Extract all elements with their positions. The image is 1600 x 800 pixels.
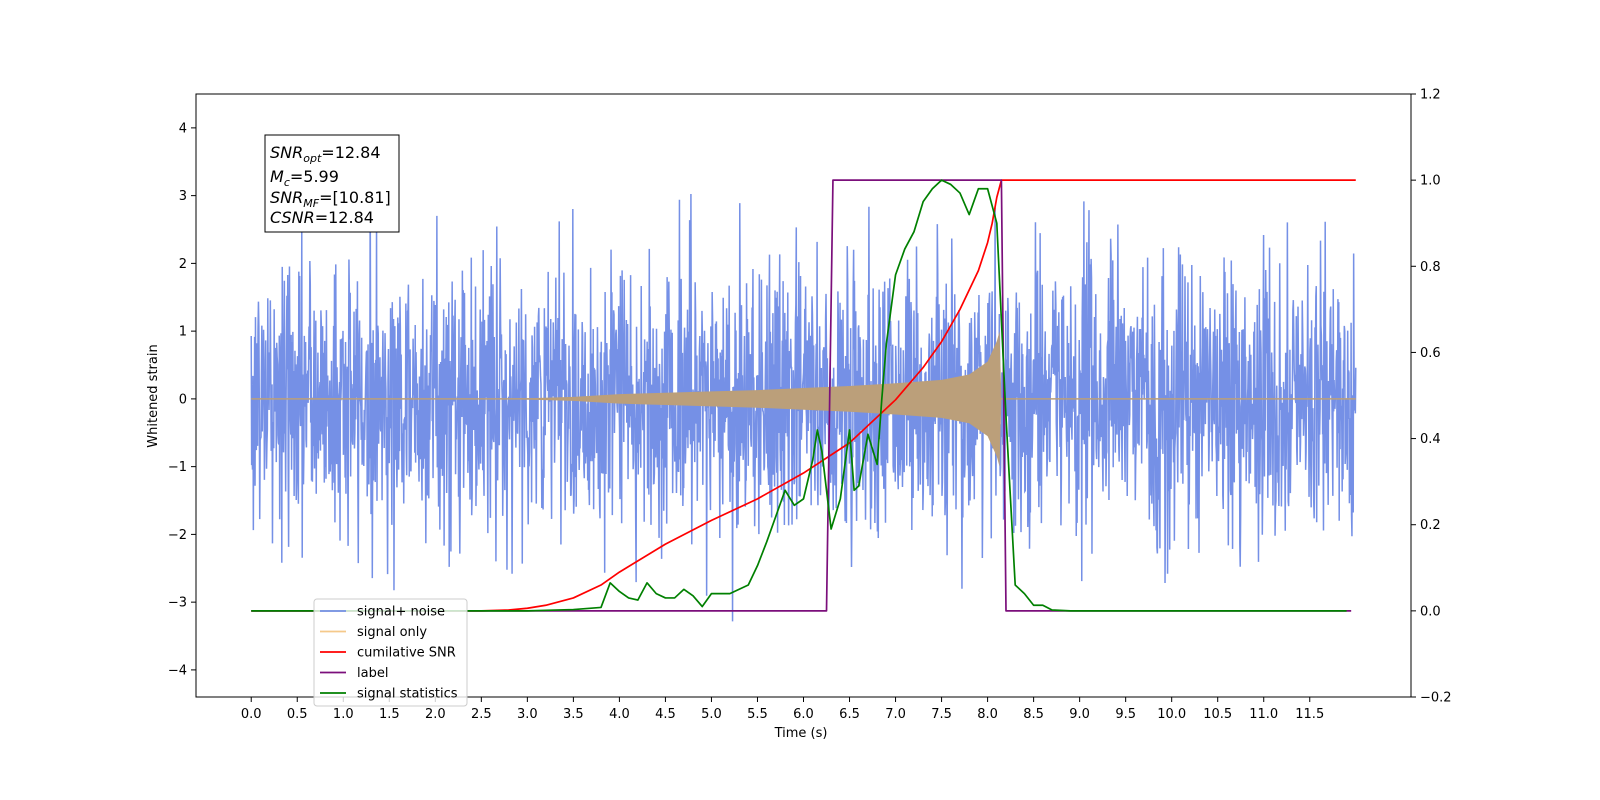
x-tick-label: 10.0 [1157,707,1186,722]
x-tick-label: 2.5 [471,707,492,722]
legend-label: signal statistics [357,687,458,702]
x-tick-label: 10.5 [1203,707,1232,722]
x-tick-label: 2.0 [425,707,446,722]
y-tick-label: 1 [179,325,187,340]
legend-label: label [357,666,388,681]
signal-noise-series [250,180,1357,622]
x-tick-label: 5.5 [747,707,768,722]
y2-tick-label: 1.2 [1420,88,1441,103]
annotation-csnr: CSNR=12.84 [270,208,374,227]
signal-noise-line [250,180,1357,622]
x-tick-label: 7.5 [931,707,952,722]
y2-tick-label: 0.8 [1420,260,1441,275]
y-axis-left: 4 3 2 1 0 −1 −2 −3 −4 [168,121,196,678]
y-tick-label: 4 [179,121,187,136]
x-tick-label: 1.0 [333,707,354,722]
x-tick-label: 6.5 [839,707,860,722]
x-tick-label: 11.5 [1295,707,1324,722]
cumulative-snr-line [251,179,1356,612]
x-tick-label: 11.0 [1249,707,1278,722]
y-tick-label: 0 [179,392,187,407]
x-tick-label: 0.0 [241,707,262,722]
legend-frame [313,598,468,707]
y2-tick-label: 0.0 [1420,604,1441,619]
annotation-box: SNRopt=12.84 Mc=5.99 SNRMF=[10.81] CSNR=… [264,134,400,233]
y2-tick-label: 1.0 [1420,174,1441,189]
line-series-group [251,179,1356,612]
x-tick-label: 4.0 [609,707,630,722]
annotation-mc: Mc=5.99 [270,167,339,189]
y-tick-label: 3 [179,189,187,204]
x-tick-label: 7.0 [885,707,906,722]
x-tick-label: 9.0 [1069,707,1090,722]
signal-only-series [251,331,1356,467]
annotation-snr-opt: SNRopt=12.84 [270,143,381,165]
x-tick-label: 3.5 [563,707,584,722]
y-tick-label: −4 [168,663,187,678]
legend-label: signal+ noise [357,605,445,620]
legend-label: signal only [357,625,427,640]
signal-statistics-line [251,179,1347,612]
y2-tick-label: −0.2 [1420,691,1452,706]
y-tick-label: −1 [168,460,187,475]
x-tick-label: 9.5 [1115,707,1136,722]
y-tick-label: −3 [168,596,187,611]
x-tick-label: 8.0 [977,707,998,722]
y-axis-right: 1.2 1.0 0.8 0.6 0.4 0.2 0.0 −0.2 [1411,88,1452,706]
y-axis-label: Whitened strain [146,344,161,447]
annotation-frame [264,134,400,233]
x-axis-label: Time (s) [774,726,828,741]
y-tick-label: 2 [179,257,187,272]
x-tick-label: 6.0 [793,707,814,722]
legend: signal+ noise signal only cumilative SNR la… [313,598,468,707]
x-tick-label: 4.5 [655,707,676,722]
annotation-snr-mf: SNRMF=[10.81] [270,188,391,210]
x-tick-label: 1.5 [379,707,400,722]
x-tick-label: 0.5 [287,707,308,722]
x-tick-label: 5.0 [701,707,722,722]
y-tick-label: −2 [168,528,187,543]
y2-tick-label: 0.2 [1420,518,1441,533]
x-axis: 0.0 0.5 1.0 1.5 2.0 2.5 3.0 3.5 4.0 4.5 5.0 5.5 6.0 6… [241,697,1324,722]
y2-tick-label: 0.4 [1420,432,1441,447]
x-tick-label: 8.5 [1023,707,1044,722]
y2-tick-label: 0.6 [1420,346,1441,361]
x-tick-label: 3.0 [517,707,538,722]
legend-label: cumilative SNR [357,646,456,661]
